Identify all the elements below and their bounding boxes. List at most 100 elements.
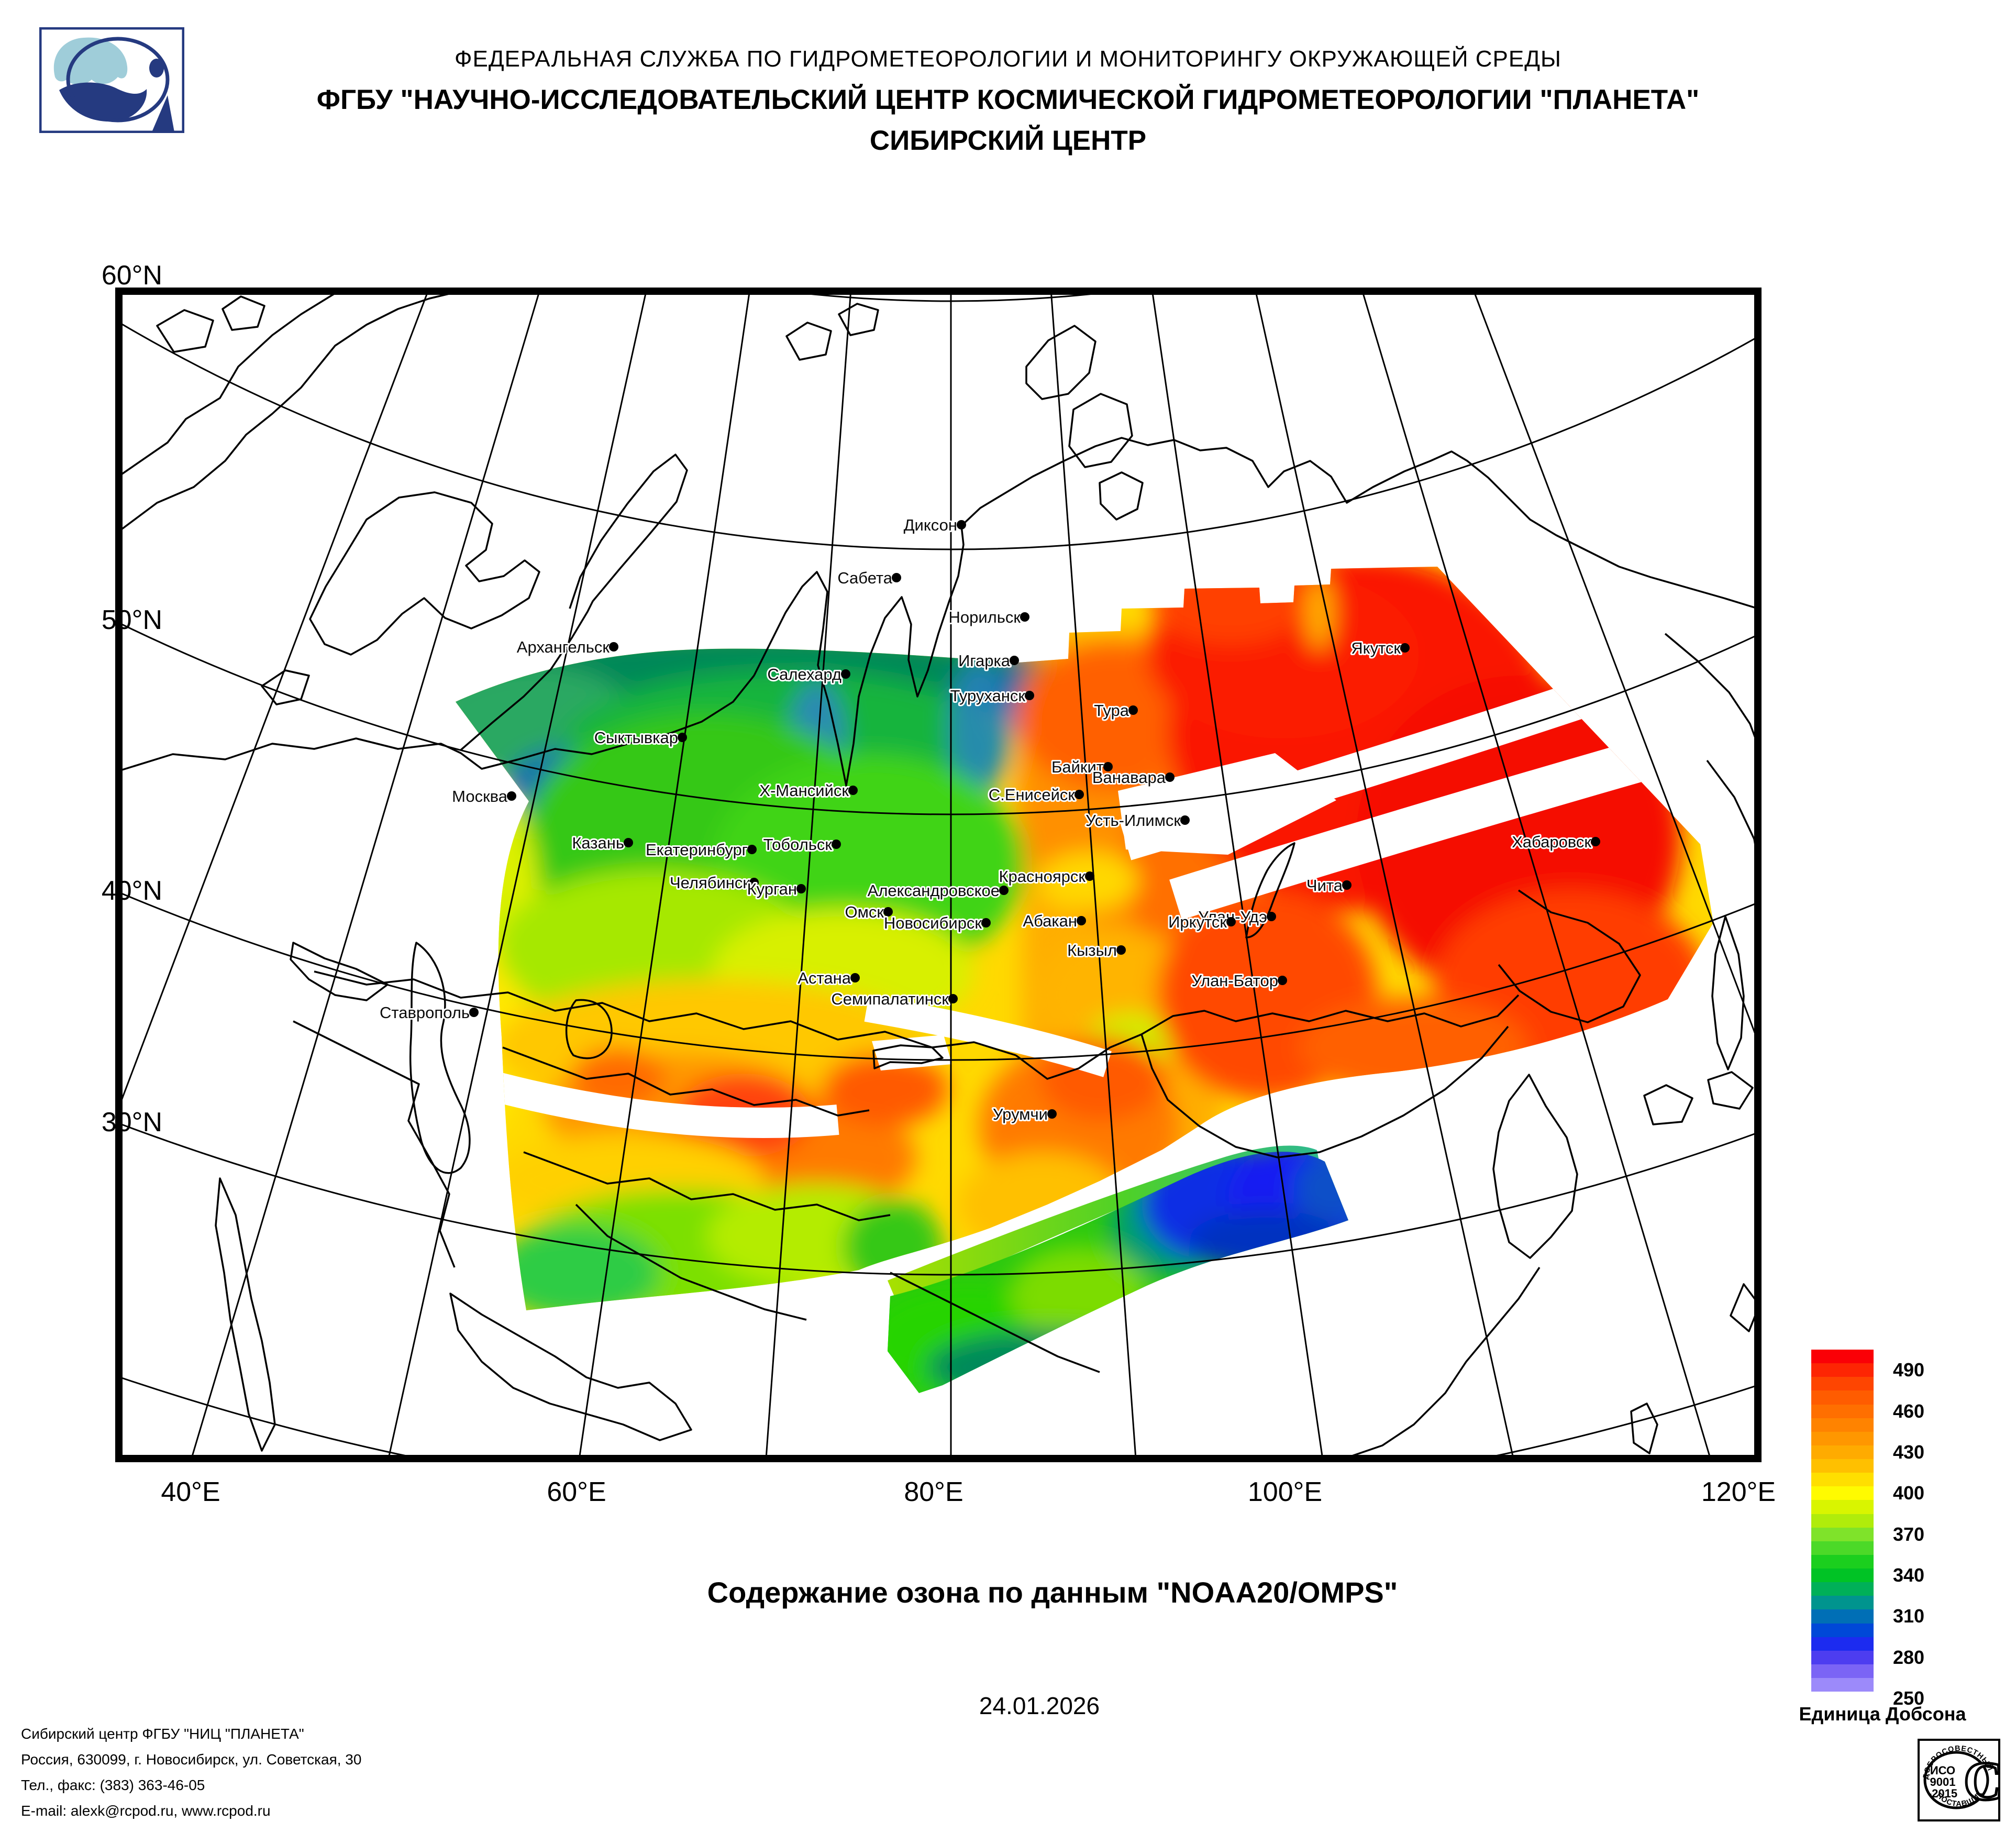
planeta-logo	[39, 27, 184, 133]
city-dot	[1226, 917, 1236, 926]
colorbar-unit-label: Единица Добсона	[1799, 1703, 1966, 1725]
city-label: Урумчи	[993, 1105, 1048, 1123]
city-label: Чита	[1306, 876, 1343, 895]
city-label: Кызыл	[1067, 941, 1117, 959]
city-label: Омск	[845, 903, 884, 921]
city-label: Семипалатинск	[831, 990, 949, 1008]
city-dot	[1116, 945, 1126, 955]
colorbar	[1811, 1350, 1874, 1692]
city-dot	[883, 907, 893, 916]
colorbar-step	[1811, 1527, 1874, 1541]
city-dot	[948, 994, 958, 1003]
city-label: Екатеринбург	[646, 841, 748, 859]
city-label: Красноярск	[999, 867, 1086, 886]
colorbar-step	[1811, 1473, 1874, 1487]
colorbar-step	[1811, 1664, 1874, 1678]
city-dot	[1180, 815, 1190, 825]
city-label: Архангельск	[517, 638, 610, 656]
lat-label: 60°N	[102, 260, 162, 291]
city-dot	[841, 669, 850, 679]
header-line-1: ФЕДЕРАЛЬНАЯ СЛУЖБА ПО ГИДРОМЕТЕОРОЛОГИИ …	[455, 46, 1561, 72]
city-label: Курган	[747, 880, 797, 898]
city-label: Челябинск	[670, 874, 750, 892]
city-dot	[469, 1008, 479, 1017]
city-label: Абакан	[1023, 912, 1077, 930]
colorbar-step	[1811, 1609, 1874, 1624]
colorbar-step	[1811, 1623, 1874, 1637]
colorbar-tick: 460	[1893, 1400, 1925, 1422]
city-markers: Диксон Сабета Норильск Архангельск Игарка Сал…	[378, 514, 1600, 1125]
city-dot	[1020, 612, 1029, 622]
colorbar-step	[1811, 1486, 1874, 1500]
city-dot	[850, 973, 860, 982]
city-dot	[678, 733, 687, 742]
city-dot	[1278, 976, 1287, 985]
footer-line: Россия, 630099, г. Новосибирск, ул. Сове…	[21, 1751, 362, 1768]
city-label: Якутск	[1351, 639, 1401, 657]
map-frame	[115, 288, 1762, 1462]
header-line-3: СИБИРСКИЙ ЦЕНТР	[869, 125, 1147, 156]
city-dot	[747, 845, 757, 854]
colorbar-step	[1811, 1459, 1874, 1473]
colorbar-step	[1811, 1500, 1874, 1514]
city-dot	[1075, 790, 1084, 799]
colorbar-step	[1811, 1514, 1874, 1528]
city-dot	[957, 520, 966, 529]
colorbar-step	[1811, 1582, 1874, 1596]
colorbar-tick: 250	[1893, 1687, 1925, 1709]
city-dot	[796, 884, 806, 893]
footer-contacts: Сибирский центр ФГБУ "НИЦ "ПЛАНЕТА" Росси…	[21, 1721, 361, 1824]
colorbar-tick: 430	[1893, 1441, 1925, 1463]
city-dot	[624, 838, 633, 847]
city-label: Александровское	[868, 881, 1000, 900]
city-label: Ставрополь	[380, 1003, 470, 1022]
colorbar-tick: 400	[1893, 1482, 1925, 1504]
longitude-labels: 40°E 60°E 80°E 100°E 120°E	[161, 1477, 1776, 1507]
iso-9001-badge: C ДОБРОСОВЕСТНЫЙ ПОСТАВЩИК ИСО 9001 -201…	[1918, 1739, 2000, 1821]
colorbar-step	[1811, 1650, 1874, 1664]
city-label: Салехард	[767, 665, 841, 683]
colorbar-step	[1811, 1404, 1874, 1418]
colorbar-step	[1811, 1569, 1874, 1583]
colorbar-step	[1811, 1678, 1874, 1692]
city-label: С.Енисейск	[989, 786, 1076, 804]
footer-line: E-mail: alexk@rcpod.ru, www.rcpod.ru	[21, 1803, 271, 1819]
city-dot	[1025, 691, 1034, 700]
colorbar-step	[1811, 1431, 1874, 1445]
city-dot	[1085, 871, 1094, 881]
map-title: Содержание озона по данным "NOAA20/OMPS"	[707, 1576, 1398, 1609]
colorbar-tick: 310	[1893, 1605, 1925, 1627]
city-label: Диксон	[904, 516, 957, 534]
header-line-2: ФГБУ "НАУЧНО-ИССЛЕДОВАТЕЛЬСКИЙ ЦЕНТР КОС…	[316, 84, 1700, 115]
lat-label: 40°N	[102, 876, 162, 906]
city-dot	[609, 642, 618, 652]
lon-label: 100°E	[1248, 1477, 1322, 1507]
city-dot	[981, 918, 991, 927]
city-label: Улан-Удэ	[1198, 908, 1267, 926]
city-label: Москва	[452, 787, 508, 805]
city-label: Улан-Батор	[1191, 971, 1278, 990]
city-dot	[1342, 880, 1352, 890]
city-dot	[507, 791, 516, 801]
city-dot	[832, 840, 841, 849]
city-label: Х-Мансийск	[759, 781, 849, 800]
colorbar-step	[1811, 1637, 1874, 1651]
colorbar-step	[1811, 1541, 1874, 1555]
iso-line1: ИСО	[1930, 1764, 1955, 1777]
colorbar-tick: 490	[1893, 1359, 1925, 1381]
lat-label: 30°N	[102, 1107, 162, 1138]
colorbar-step	[1811, 1350, 1874, 1364]
city-dot	[1010, 656, 1019, 665]
colorbar-step	[1811, 1390, 1874, 1405]
city-label: Сыктывкар	[594, 728, 678, 747]
colorbar-step	[1811, 1377, 1874, 1391]
iso-c-glyph: C	[1964, 1750, 2000, 1812]
colorbar-step	[1811, 1363, 1874, 1377]
city-label: Игарка	[958, 652, 1011, 670]
colorbar-step	[1811, 1418, 1874, 1432]
lon-label: 120°E	[1701, 1477, 1776, 1507]
city-label: Усть-Илимск	[1085, 811, 1181, 830]
city-dot	[1047, 1109, 1057, 1119]
